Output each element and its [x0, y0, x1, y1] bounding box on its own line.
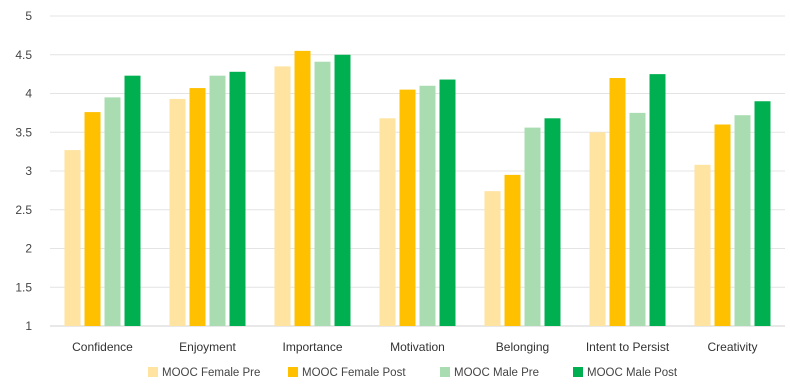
bar-enjoyment-mooc-female-pre [169, 98, 186, 326]
bar-confidence-mooc-female-post [84, 112, 101, 326]
bar-belonging-mooc-male-post [544, 118, 561, 326]
legend-label: MOOC Female Pre [162, 367, 260, 379]
bar-motivation-mooc-male-post [439, 79, 456, 326]
gridlines [50, 15, 785, 327]
bar-belonging-mooc-female-post [504, 174, 521, 326]
bar-motivation-mooc-female-pre [379, 118, 396, 326]
x-category-label: Importance [282, 340, 342, 354]
y-tick-label: 3.5 [15, 125, 32, 139]
y-tick-label: 3 [25, 164, 32, 178]
legend-label: MOOC Male Pre [454, 367, 539, 379]
bar-intent-to-persist-mooc-female-pre [589, 132, 606, 326]
y-axis-ticks: 1 1.5 2 2.5 3 3.5 4 4.5 5 [15, 9, 32, 333]
x-category-label: Confidence [72, 340, 133, 354]
bar-importance-mooc-male-pre [314, 61, 331, 326]
bar-belonging-mooc-female-pre [484, 191, 501, 326]
bar-creativity-mooc-female-post [714, 124, 731, 326]
bar-enjoyment-mooc-male-pre [209, 75, 226, 326]
bar-intent-to-persist-mooc-female-post [609, 78, 626, 326]
legend-label: MOOC Male Post [587, 367, 678, 379]
y-tick-label: 4.5 [15, 48, 32, 62]
y-tick-label: 2.5 [15, 203, 32, 217]
bar-enjoyment-mooc-female-post [189, 88, 206, 326]
bar-confidence-mooc-female-pre [64, 150, 81, 326]
legend: MOOC Female Pre MOOC Female Post MOOC Male… [148, 367, 678, 379]
legend-label: MOOC Female Post [302, 367, 406, 379]
bar-creativity-mooc-male-pre [734, 115, 751, 326]
legend-swatch [148, 367, 158, 377]
bar-importance-mooc-female-pre [274, 66, 291, 326]
x-axis-labels: Confidence Enjoyment Importance Motivation B… [72, 340, 757, 354]
bar-confidence-mooc-male-pre [104, 97, 121, 326]
legend-swatch [440, 367, 450, 377]
y-tick-label: 1.5 [15, 280, 32, 294]
legend-swatch [573, 367, 583, 377]
y-tick-label: 5 [25, 9, 32, 23]
x-category-label: Enjoyment [179, 340, 236, 354]
bar-creativity-mooc-female-pre [694, 164, 711, 326]
bar-intent-to-persist-mooc-male-post [649, 74, 666, 326]
bar-intent-to-persist-mooc-male-pre [629, 112, 646, 326]
bars [64, 50, 771, 326]
x-category-label: Creativity [707, 340, 757, 354]
legend-swatch [288, 367, 298, 377]
bar-importance-mooc-male-post [334, 54, 351, 326]
bar-belonging-mooc-male-pre [524, 127, 541, 326]
bar-motivation-mooc-female-post [399, 89, 416, 326]
x-category-label: Intent to Persist [586, 340, 670, 354]
bar-enjoyment-mooc-male-post [229, 71, 246, 326]
x-category-label: Belonging [496, 340, 549, 354]
bar-motivation-mooc-male-pre [419, 85, 436, 326]
y-tick-label: 1 [25, 319, 32, 333]
bar-creativity-mooc-male-post [754, 101, 771, 326]
y-tick-label: 4 [25, 87, 32, 101]
y-tick-label: 2 [25, 242, 32, 256]
x-category-label: Motivation [390, 340, 445, 354]
bar-confidence-mooc-male-post [124, 75, 141, 326]
bar-importance-mooc-female-post [294, 50, 311, 326]
